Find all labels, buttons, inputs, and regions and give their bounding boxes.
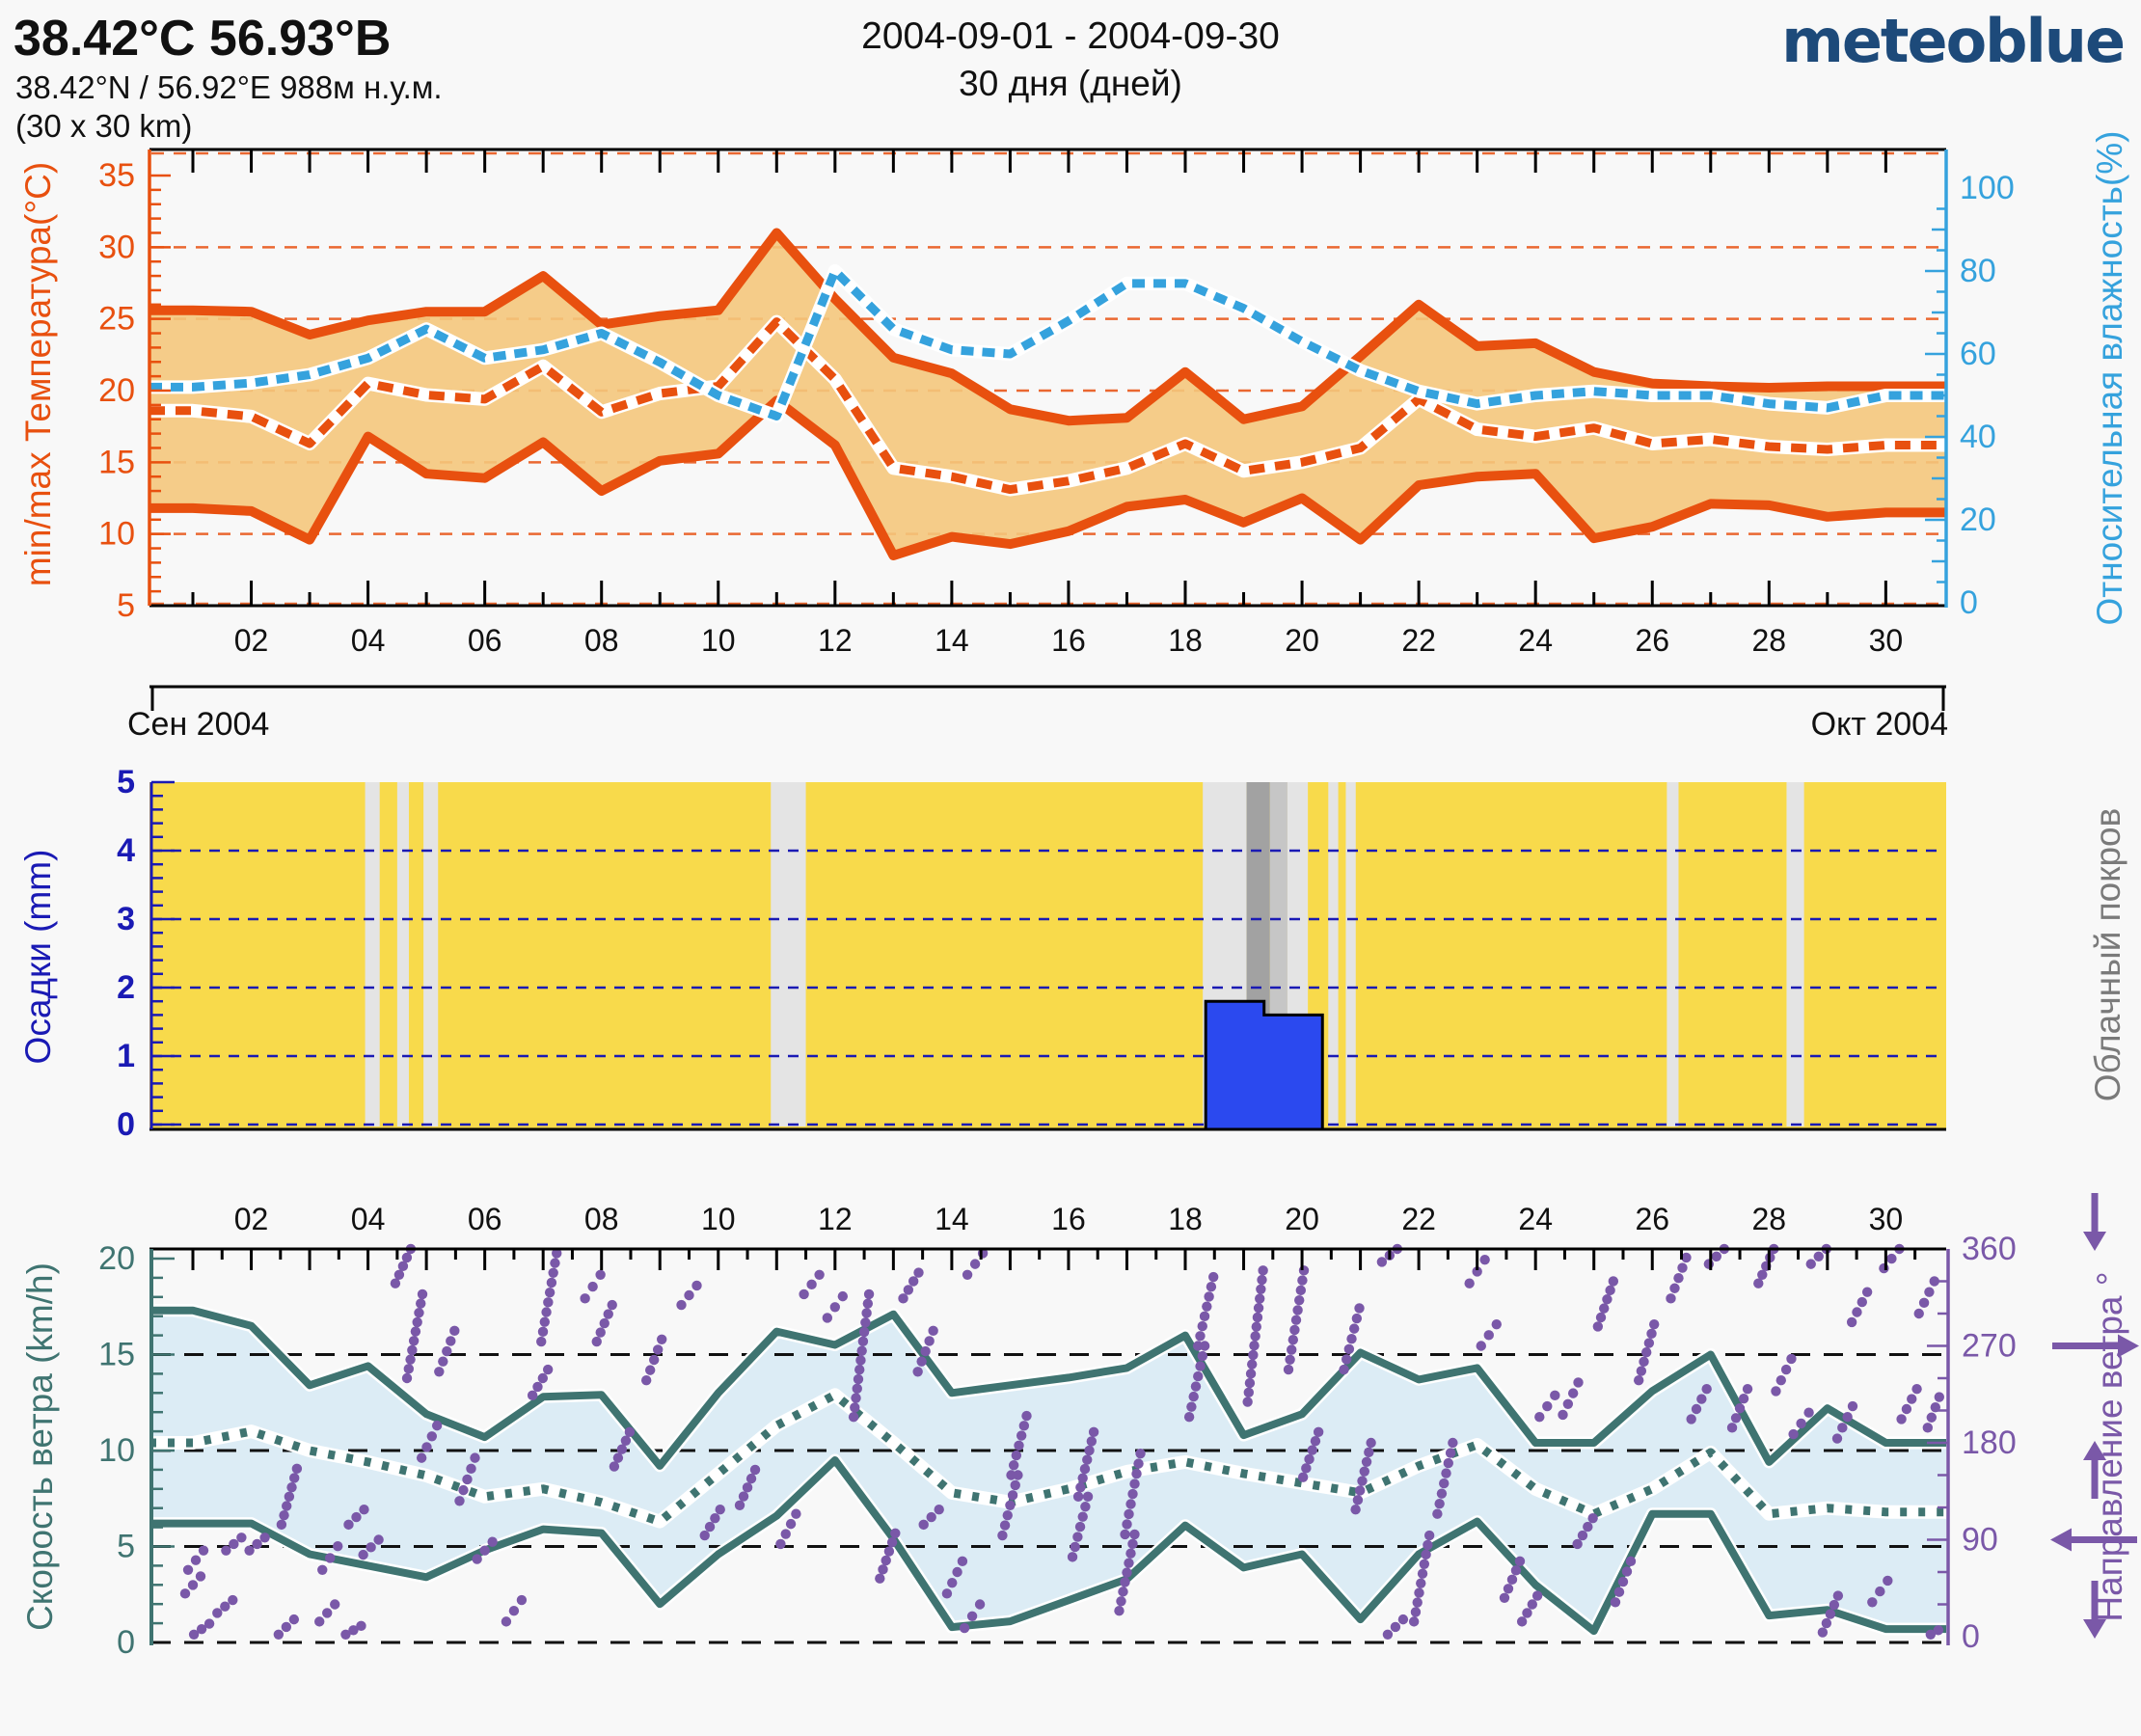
temp-axis-title: min/max Температура(°C) — [18, 161, 58, 587]
svg-text:24: 24 — [1518, 1202, 1553, 1236]
area-size-label: (30 x 30 km) — [15, 108, 193, 144]
svg-text:25: 25 — [98, 301, 135, 338]
svg-text:20: 20 — [1960, 502, 1996, 538]
svg-text:1: 1 — [117, 1038, 135, 1074]
svg-text:28: 28 — [1752, 623, 1787, 658]
meteoblue-logo: meteoblue — [1781, 6, 2126, 76]
svg-text:270: 270 — [1962, 1327, 2017, 1364]
svg-text:0: 0 — [117, 1624, 135, 1661]
svg-text:0: 0 — [117, 1106, 135, 1143]
precip-frame — [149, 780, 1946, 1131]
svg-text:10: 10 — [701, 623, 736, 658]
svg-text:08: 08 — [584, 623, 619, 658]
month-axis — [149, 685, 1946, 711]
svg-text:18: 18 — [1168, 1202, 1203, 1236]
svg-text:02: 02 — [234, 623, 269, 658]
svg-text:5: 5 — [117, 1529, 135, 1565]
svg-text:22: 22 — [1401, 1202, 1436, 1236]
svg-text:26: 26 — [1635, 623, 1669, 658]
windspeed-axis-title: Скорость ветра (km/h) — [20, 1262, 60, 1631]
svg-text:08: 08 — [584, 1202, 619, 1236]
wind-direction-dots — [179, 1243, 1945, 1640]
wind-max-line — [149, 1304, 1946, 1473]
svg-text:04: 04 — [351, 623, 386, 658]
temp-day-labels: 02 04 06 08 10 12 14 16 18 20 22 24 26 28 30 — [234, 623, 1903, 658]
svg-text:14: 14 — [935, 623, 969, 658]
precip-axis-title: Осадки (mm) — [18, 849, 58, 1065]
temp-frame — [148, 148, 1948, 608]
svg-text:20: 20 — [98, 1240, 135, 1277]
temp-min-line — [149, 395, 1946, 560]
svg-text:24: 24 — [1518, 623, 1553, 658]
svg-text:100: 100 — [1960, 170, 2015, 206]
svg-text:10: 10 — [98, 516, 135, 553]
month-label-start: Сен 2004 — [127, 706, 270, 743]
svg-text:16: 16 — [1051, 623, 1086, 658]
svg-text:4: 4 — [117, 832, 135, 869]
svg-text:20: 20 — [98, 372, 135, 409]
duration-label: 30 дня (дней) — [959, 64, 1182, 103]
svg-text:15: 15 — [98, 1337, 135, 1373]
svg-text:360: 360 — [1962, 1231, 2017, 1267]
svg-text:35: 35 — [98, 157, 135, 194]
cloud-background — [149, 782, 1946, 1129]
svg-text:0: 0 — [1960, 584, 1978, 621]
wind-tick-labels: 0 5 10 15 20 0 90 180 270 360 — [98, 1231, 2017, 1661]
svg-text:5: 5 — [117, 764, 135, 800]
svg-text:20: 20 — [1285, 1202, 1319, 1236]
humidity-line — [149, 264, 1946, 423]
svg-text:5: 5 — [117, 587, 135, 624]
svg-text:06: 06 — [468, 1202, 502, 1236]
page-title: 38.42°С 56.93°В — [14, 11, 392, 67]
svg-text:02: 02 — [234, 1202, 269, 1236]
humidity-axis-title: Относительная влажность(%) — [2090, 130, 2129, 626]
month-label-end: Окт 2004 — [1810, 706, 1948, 743]
wind-min-line — [149, 1453, 1946, 1638]
svg-text:15: 15 — [98, 444, 135, 480]
svg-text:28: 28 — [1752, 1202, 1787, 1236]
svg-text:06: 06 — [468, 623, 502, 658]
precip-gridlines — [151, 849, 1944, 1126]
svg-text:10: 10 — [98, 1432, 135, 1469]
svg-text:90: 90 — [1962, 1521, 1998, 1558]
wind-mean-line — [149, 1388, 1946, 1529]
temp-mean-line — [149, 314, 1946, 497]
temp-max-line — [149, 228, 1946, 426]
winddir-axis-title: Направление ветра ° — [2090, 1271, 2129, 1622]
svg-text:10: 10 — [701, 1202, 736, 1236]
svg-text:20: 20 — [1285, 623, 1319, 658]
svg-text:60: 60 — [1960, 336, 1996, 372]
svg-text:40: 40 — [1960, 419, 1996, 455]
svg-text:30: 30 — [1869, 1202, 1904, 1236]
svg-text:16: 16 — [1051, 1202, 1086, 1236]
svg-text:0: 0 — [1962, 1618, 1980, 1655]
svg-text:30: 30 — [1869, 623, 1904, 658]
precip-bars — [1204, 999, 1324, 1131]
wind-fill — [149, 1310, 1946, 1632]
svg-text:12: 12 — [818, 1202, 853, 1236]
precip-tick-labels: 0 1 2 3 4 5 — [117, 764, 135, 1143]
svg-text:80: 80 — [1960, 253, 1996, 289]
cloud-axis-title: Облачный покров — [2088, 807, 2127, 1102]
svg-text:12: 12 — [818, 623, 853, 658]
svg-text:2: 2 — [117, 969, 135, 1006]
svg-text:04: 04 — [351, 1202, 386, 1236]
svg-text:14: 14 — [935, 1202, 969, 1236]
svg-text:18: 18 — [1168, 623, 1203, 658]
svg-text:180: 180 — [1962, 1424, 2017, 1461]
svg-text:30: 30 — [98, 229, 135, 265]
wind-direction-arrows — [2050, 1192, 2139, 1639]
wind-day-labels: 02 04 06 08 10 12 14 16 18 20 22 24 26 28 30 — [234, 1202, 1903, 1236]
svg-text:3: 3 — [117, 901, 135, 937]
coordinates-label: 38.42°N / 56.92°E 988м н.у.м. — [15, 69, 443, 105]
svg-text:22: 22 — [1401, 623, 1436, 658]
svg-text:26: 26 — [1635, 1202, 1669, 1236]
wind-frame — [149, 1247, 1950, 1645]
temp-tick-labels: 5 10 15 20 25 30 35 0 20 40 60 80 100 — [98, 157, 2015, 624]
date-range-label: 2004-09-01 - 2004-09-30 — [861, 15, 1280, 57]
